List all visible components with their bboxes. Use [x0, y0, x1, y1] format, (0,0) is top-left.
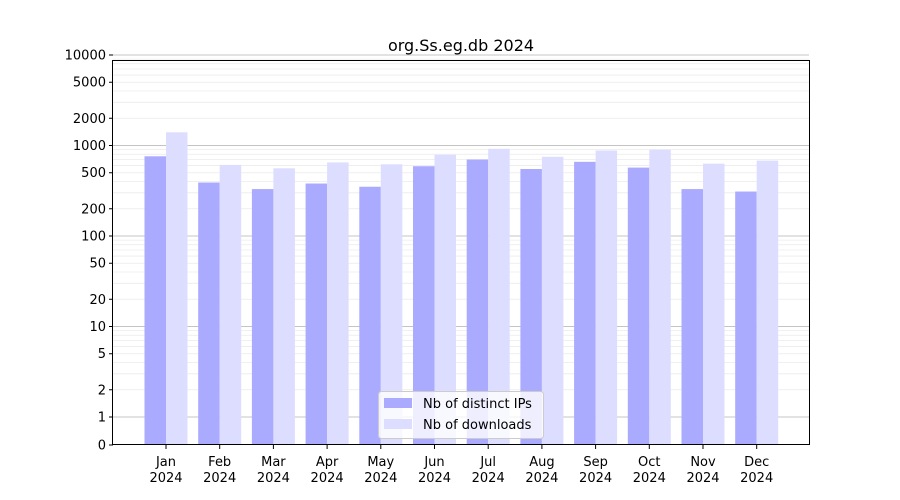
x-tick-label-month: Oct	[638, 455, 660, 470]
legend-swatch	[384, 398, 412, 408]
y-tick-label: 200	[81, 202, 106, 217]
bar-downloads-jul	[488, 148, 510, 445]
bar-downloads-aug	[541, 156, 564, 446]
x-axis: Jan2024Feb2024Mar2024Apr2024May2024Jun20…	[149, 445, 773, 486]
bar-ips-aug	[520, 168, 542, 445]
bars	[144, 132, 779, 446]
y-tick-label: 5000	[73, 76, 106, 91]
x-tick-label-month: Sep	[583, 455, 608, 470]
x-tick-label-year: 2024	[633, 471, 666, 486]
bar-ips-feb	[198, 182, 220, 445]
y-axis: 0 1 2 5 10 20 50 100 200 500 1000 2000 5000 10000	[65, 49, 113, 454]
bar-ips-jan	[144, 156, 166, 445]
bar-ips-apr	[305, 183, 328, 445]
x-tick-label-month: May	[367, 455, 394, 470]
x-tick-label-month: Aug	[529, 455, 554, 470]
bar-ips-may	[359, 186, 381, 445]
bar-ips-jul	[466, 159, 489, 446]
plot-frame	[112, 60, 810, 445]
y-tick-label: 10	[89, 320, 106, 335]
x-tick-label-year: 2024	[579, 471, 612, 486]
bar-downloads-nov	[703, 163, 725, 446]
x-tick-label-year: 2024	[525, 471, 558, 486]
legend-label: Nb of distinct IPs	[423, 397, 532, 412]
x-tick-label-year: 2024	[740, 471, 773, 486]
x-tick-label-year: 2024	[203, 471, 236, 486]
bar-downloads-oct	[649, 149, 671, 445]
x-tick-label-year: 2024	[472, 471, 505, 486]
bar-ips-nov	[681, 189, 703, 445]
x-tick-label-month: Mar	[261, 455, 286, 470]
bar-downloads-apr	[327, 162, 349, 445]
legend-swatch	[384, 419, 412, 429]
bar-ips-oct	[627, 167, 650, 445]
bar-downloads-jun	[434, 154, 456, 445]
x-tick-label-year: 2024	[686, 471, 719, 486]
y-tick-label: 5	[98, 347, 106, 362]
x-tick-label-year: 2024	[364, 471, 397, 486]
y-tick-label: 10000	[65, 49, 106, 64]
x-tick-label-year: 2024	[311, 471, 344, 486]
y-tick-label: 1000	[73, 139, 106, 154]
chart-title: org.Ss.eg.db 2024	[388, 36, 534, 55]
y-tick-label: 1	[98, 411, 106, 426]
x-tick-label-month: Jun	[423, 455, 444, 470]
x-tick-label-month: Nov	[690, 455, 716, 470]
x-tick-label-month: Jul	[479, 455, 496, 470]
bar-ips-sep	[574, 161, 596, 445]
y-tick-label: 20	[89, 293, 106, 308]
x-tick-label-month: Feb	[208, 455, 231, 470]
bar-downloads-dec	[756, 160, 779, 445]
y-tick-label: 100	[81, 230, 106, 245]
x-tick-label-year: 2024	[418, 471, 451, 486]
legend: Nb of distinct IPs Nb of downloads	[378, 391, 544, 439]
bar-ips-mar	[251, 189, 274, 445]
bar-downloads-mar	[273, 168, 295, 445]
x-tick-label-year: 2024	[257, 471, 290, 486]
x-tick-label-month: Dec	[744, 455, 769, 470]
x-tick-label-month: Apr	[316, 455, 339, 470]
x-tick-label-month: Jan	[155, 455, 176, 470]
bar-ips-dec	[735, 191, 757, 445]
y-tick-label: 50	[89, 257, 106, 272]
y-tick-label: 500	[81, 166, 106, 181]
bar-downloads-jan	[166, 132, 188, 446]
y-tick-label: 2	[98, 383, 106, 398]
bar-downloads-may	[380, 164, 403, 445]
legend-box	[378, 391, 544, 439]
x-tick-label-year: 2024	[149, 471, 182, 486]
bar-downloads-sep	[595, 150, 618, 445]
y-tick-label: 0	[98, 439, 106, 454]
y-tick-label: 2000	[73, 112, 106, 127]
legend-label: Nb of downloads	[423, 418, 532, 433]
bar-downloads-feb	[219, 164, 242, 445]
bar-ips-jun	[413, 166, 435, 445]
